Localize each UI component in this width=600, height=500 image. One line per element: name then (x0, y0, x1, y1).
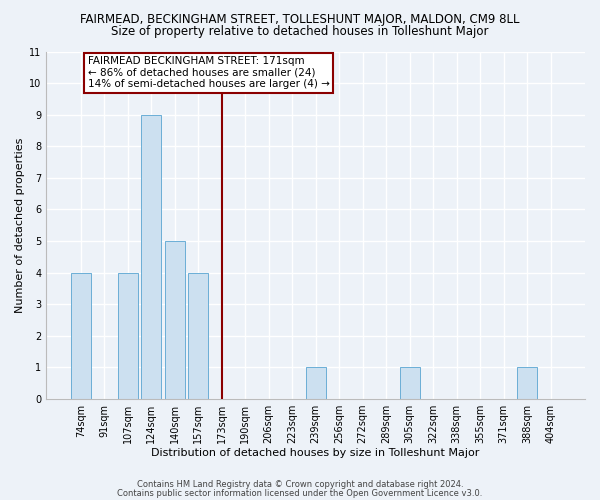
Bar (188, 272, 208, 399)
Y-axis label: Number of detached properties: Number of detached properties (15, 138, 25, 313)
Bar (71, 272, 91, 399)
Bar (305, 368, 326, 399)
Text: FAIRMEAD, BECKINGHAM STREET, TOLLESHUNT MAJOR, MALDON, CM9 8LL: FAIRMEAD, BECKINGHAM STREET, TOLLESHUNT … (80, 12, 520, 26)
Bar (141, 114, 161, 399)
Bar (165, 241, 185, 399)
Text: Contains HM Land Registry data © Crown copyright and database right 2024.: Contains HM Land Registry data © Crown c… (137, 480, 463, 489)
Bar (118, 272, 138, 399)
Bar (517, 368, 537, 399)
Text: Contains public sector information licensed under the Open Government Licence v3: Contains public sector information licen… (118, 488, 482, 498)
X-axis label: Distribution of detached houses by size in Tolleshunt Major: Distribution of detached houses by size … (151, 448, 480, 458)
Bar (400, 368, 419, 399)
Text: FAIRMEAD BECKINGHAM STREET: 171sqm
← 86% of detached houses are smaller (24)
14%: FAIRMEAD BECKINGHAM STREET: 171sqm ← 86%… (88, 56, 329, 90)
Text: Size of property relative to detached houses in Tolleshunt Major: Size of property relative to detached ho… (111, 25, 489, 38)
